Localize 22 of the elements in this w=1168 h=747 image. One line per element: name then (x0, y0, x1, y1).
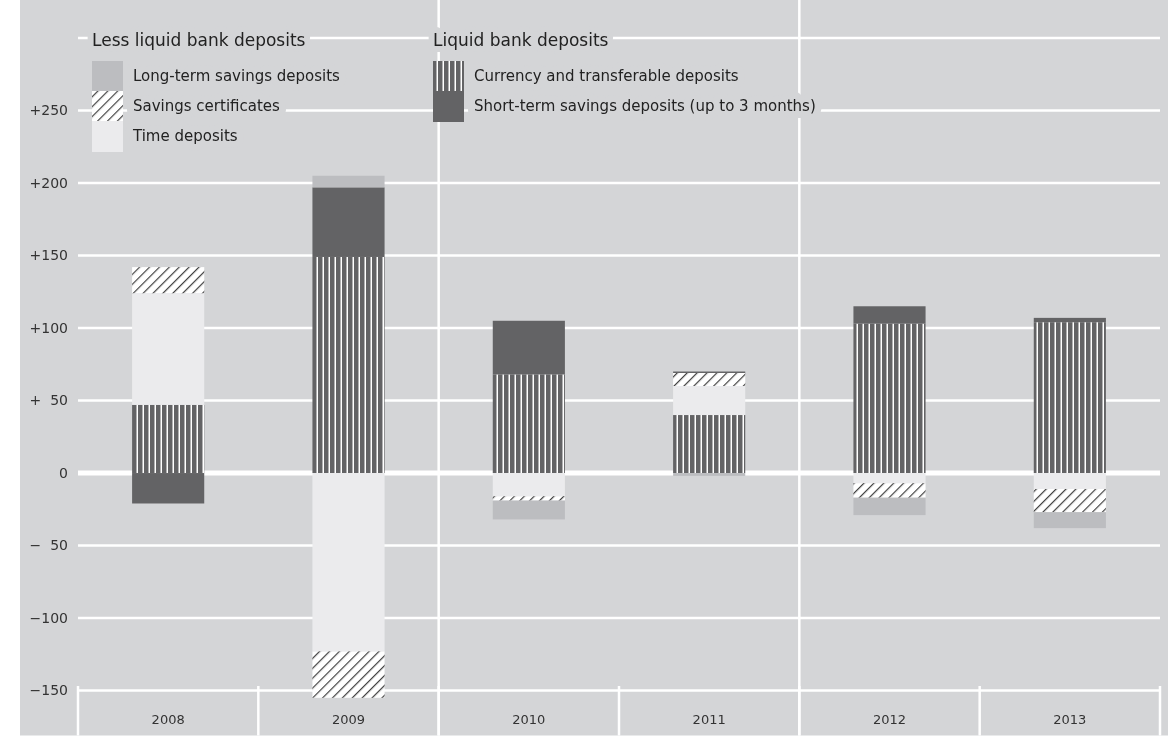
annotation: Less liquid bank deposits (92, 30, 306, 50)
y-tick-label: + 50 (29, 392, 68, 409)
y-tick-label: − 50 (29, 537, 68, 554)
y-tick-label: −150 (29, 682, 68, 699)
legend-label: Short-term savings deposits (up to 3 months) (474, 97, 816, 115)
y-tick-label: −100 (29, 609, 68, 626)
annotation: Liquid bank deposits (433, 30, 609, 50)
legend-label: Currency and transferable deposits (474, 67, 739, 85)
legend-label: Savings certificates (133, 97, 281, 115)
y-tick-label: +250 (29, 102, 68, 119)
legend-label: Time deposits (132, 127, 238, 145)
y-tick-label: +100 (29, 319, 68, 336)
x-tick-label: 2008 (151, 712, 185, 727)
x-tick-label: 2009 (331, 712, 366, 727)
x-tick-label: 2011 (692, 712, 726, 727)
y-tick-label: +200 (29, 174, 68, 191)
x-tick-label: 2010 (512, 712, 546, 727)
y-tick-label: 0 (59, 464, 68, 481)
y-tick-label: +150 (29, 247, 68, 264)
legend-label: Long-term savings deposits (133, 67, 341, 85)
x-tick-label: 2012 (872, 712, 907, 727)
x-tick-label: 2013 (1053, 712, 1087, 727)
